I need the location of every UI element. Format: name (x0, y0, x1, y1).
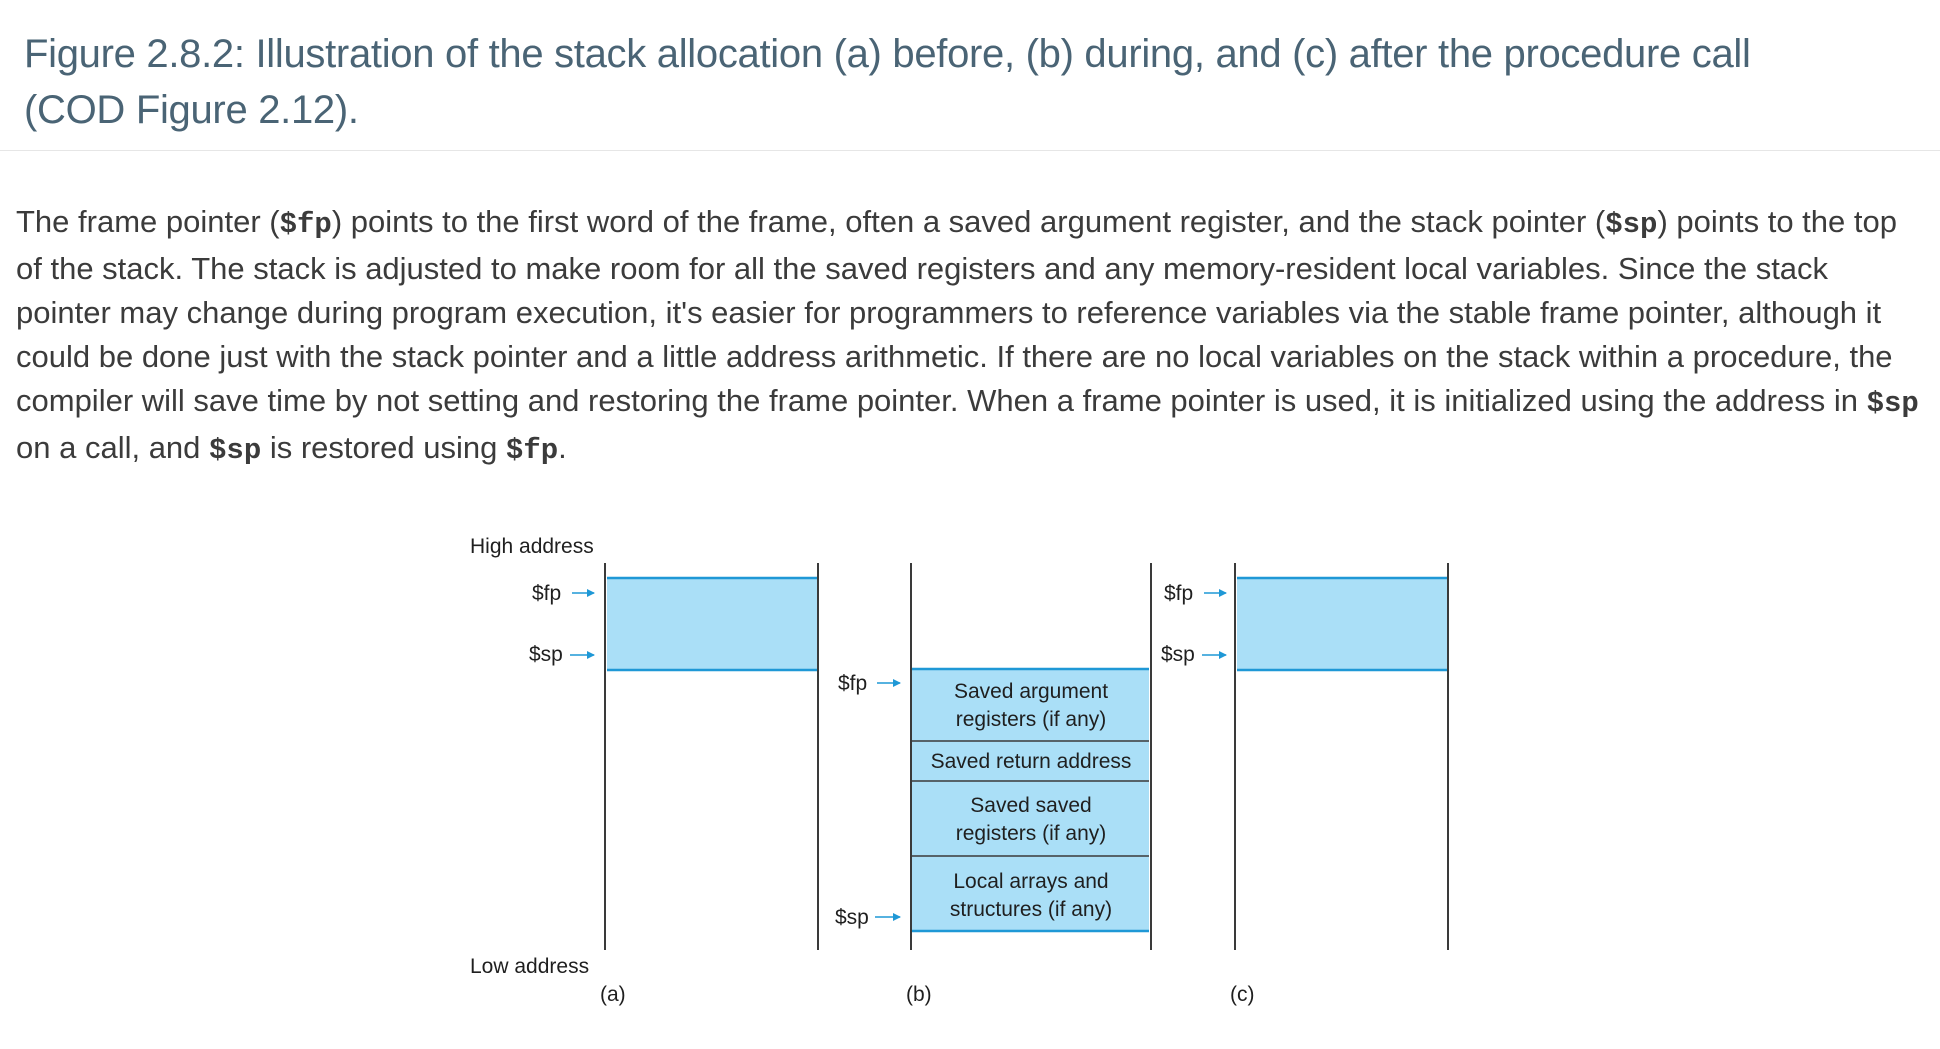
text-run: ) points to the top of the stack. The st… (16, 204, 1897, 418)
panel-c-caption: (c) (1230, 983, 1255, 1006)
block-saved-args-line2: registers (if any) (956, 708, 1107, 731)
block-return-address: Saved return address (931, 750, 1132, 773)
sp-label: $sp (529, 643, 563, 666)
panel-b: $fp $sp Saved argument registers (if any… (817, 563, 1152, 1006)
code-sp: $sp (1866, 387, 1919, 420)
block-locals-line2: structures (if any) (950, 898, 1112, 921)
fp-label: $fp (532, 582, 561, 605)
text-run: The frame pointer ( (16, 204, 280, 239)
fp-label: $fp (838, 672, 867, 695)
high-address-label: High address (470, 535, 594, 558)
code-sp: $sp (1605, 208, 1658, 241)
block-saved-args-line1: Saved argument (954, 680, 1108, 703)
panel-a: High address $fp $sp Low address (a) (470, 535, 819, 1006)
sp-label: $sp (835, 906, 869, 929)
divider (0, 150, 1940, 151)
text-run: . (558, 430, 567, 465)
block-locals-line1: Local arrays and (953, 870, 1108, 893)
block-saved-regs-line1: Saved saved (970, 794, 1091, 817)
text-run: ) points to the first word of the frame,… (331, 204, 1606, 239)
text-run: is restored using (261, 430, 506, 465)
code-fp: $fp (279, 208, 332, 241)
panel-b-caption: (b) (906, 983, 932, 1006)
stack-frame-block (1237, 578, 1447, 670)
sp-label: $sp (1161, 643, 1195, 666)
low-address-label: Low address (470, 955, 589, 978)
panel-c: $fp $sp (c) (1161, 563, 1449, 1006)
body-paragraph: The frame pointer ($fp) points to the fi… (16, 200, 1926, 473)
figure-caption: Figure 2.8.2: Illustration of the stack … (24, 32, 1751, 132)
code-sp: $sp (209, 434, 262, 467)
block-saved-regs-line2: registers (if any) (956, 822, 1107, 845)
procedure-frame (912, 669, 1149, 931)
code-fp: $fp (505, 434, 559, 467)
panel-a-caption: (a) (600, 983, 626, 1006)
fp-label: $fp (1164, 582, 1193, 605)
stack-frame-block (607, 578, 817, 670)
text-run: on a call, and (16, 430, 210, 465)
